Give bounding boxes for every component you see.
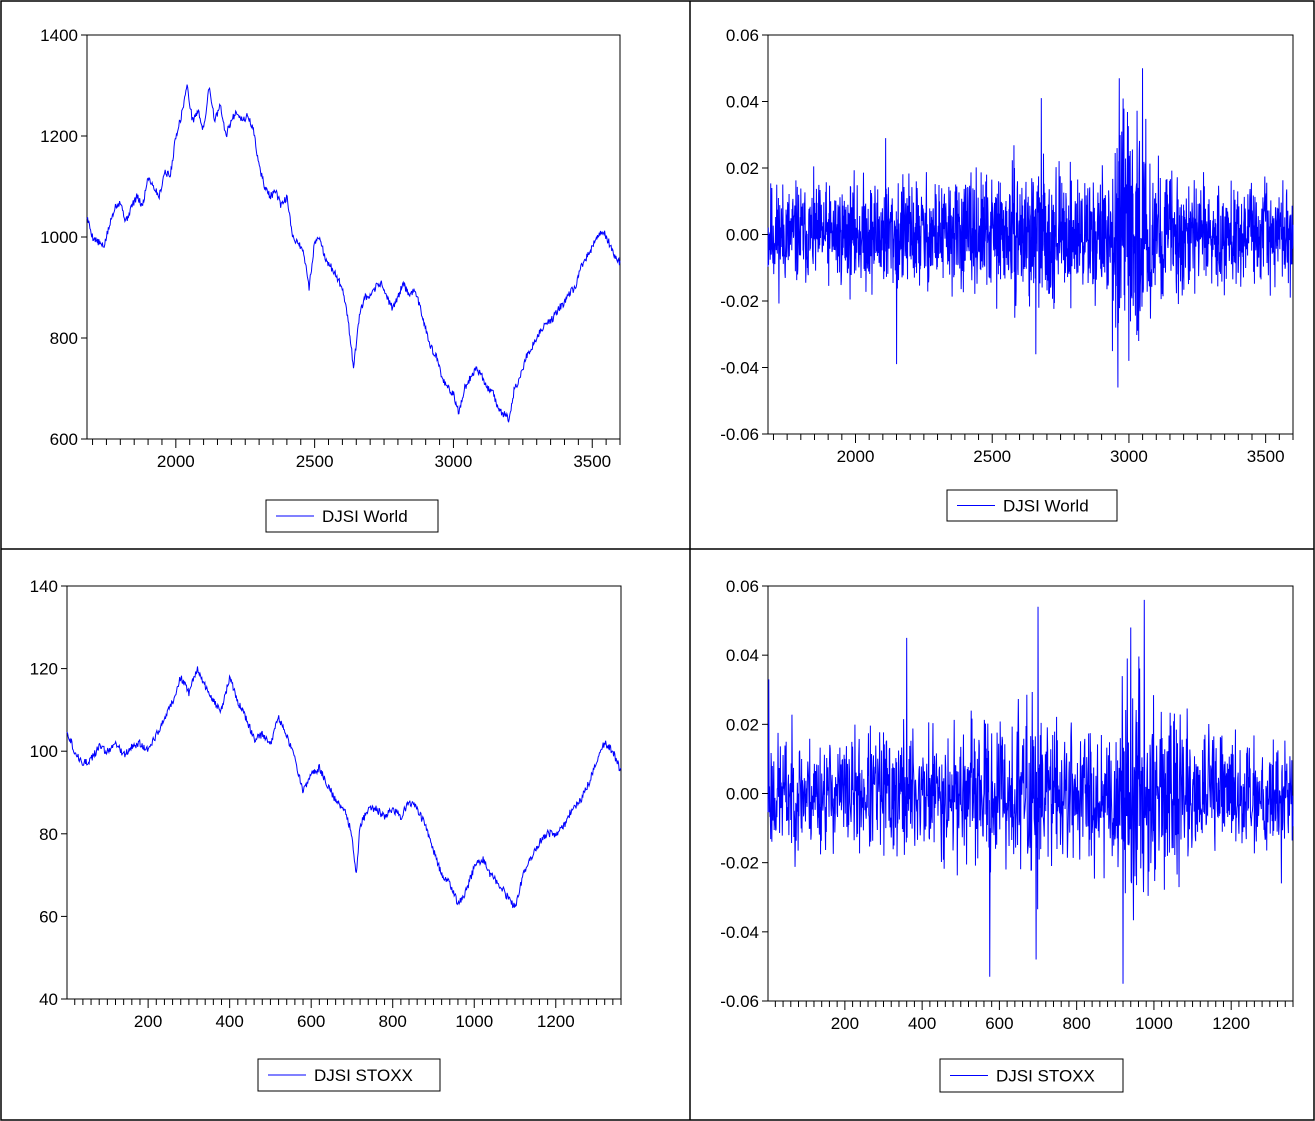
- x-tick-label: 400: [908, 1014, 936, 1033]
- y-tick-label: 1400: [40, 26, 78, 45]
- x-tick-label: 3000: [1110, 447, 1148, 466]
- chart-panel-djsi-world-returns: -0.06 -0.04 -0.02 0.00 0.02 0.04 0.06 2000 2500 3…: [690, 0, 1315, 549]
- x-tick-label: 600: [985, 1014, 1013, 1033]
- x-tick-label: 800: [379, 1012, 407, 1031]
- y-tick-label: 1200: [40, 127, 78, 146]
- y-tick-label: 0.02: [726, 715, 759, 734]
- legend: DJSI STOXX: [940, 1059, 1123, 1092]
- y-tick-label: 0.04: [726, 93, 759, 112]
- x-tick-label: 600: [297, 1012, 325, 1031]
- y-tick-label: -0.06: [720, 425, 759, 444]
- series-line-djsi-stoxx: [67, 666, 621, 907]
- chart-djsi-world-price: 600 800 1000 1200 1400 2000 2500 3000 3500 DJSI W…: [0, 0, 690, 549]
- y-tick-label: 40: [39, 990, 58, 1009]
- y-tick-label: 1000: [40, 228, 78, 247]
- x-tick-label: 2500: [973, 447, 1011, 466]
- legend-label: DJSI STOXX: [996, 1067, 1095, 1086]
- y-tick-label: 120: [30, 660, 58, 679]
- x-tick-label: 1200: [537, 1012, 575, 1031]
- plot-frame: [67, 586, 621, 999]
- y-tick-label: 0.06: [726, 577, 759, 596]
- y-tick-label: 60: [39, 907, 58, 926]
- chart-panel-djsi-world-price: 600 800 1000 1200 1400 2000 2500 3000 3500 DJSI W…: [0, 0, 690, 549]
- y-tick-label: 0.00: [726, 785, 759, 804]
- chart-panel-djsi-stoxx-returns: -0.06 -0.04 -0.02 0.00 0.02 0.04 0.06 200 400 600…: [690, 549, 1315, 1121]
- legend-label: DJSI World: [322, 507, 408, 526]
- legend-label: DJSI World: [1003, 497, 1089, 516]
- chart-djsi-stoxx-price: 40 60 80 100 120 140 200 400 600 800 1000 1200 DJSI …: [0, 549, 690, 1121]
- y-tick-label: -0.02: [720, 292, 759, 311]
- x-tick-label: 3500: [1247, 447, 1285, 466]
- series-line-djsi-stoxx: [768, 600, 1293, 984]
- legend: DJSI World: [266, 500, 438, 532]
- y-tick-label: 0.06: [726, 26, 759, 45]
- series-line-djsi-world: [87, 85, 620, 422]
- legend-label: DJSI STOXX: [314, 1066, 413, 1085]
- y-tick-label: 80: [39, 825, 58, 844]
- chart-djsi-world-returns: -0.06 -0.04 -0.02 0.00 0.02 0.04 0.06 2000 2500 3…: [690, 0, 1315, 549]
- y-tick-label: 0.04: [726, 646, 759, 665]
- y-tick-label: 140: [30, 577, 58, 596]
- y-tick-label: -0.04: [720, 923, 759, 942]
- legend: DJSI STOXX: [258, 1059, 440, 1091]
- x-tick-label: 3500: [573, 452, 611, 471]
- y-tick-label: -0.06: [720, 992, 759, 1011]
- x-tick-label: 1000: [1135, 1014, 1173, 1033]
- x-tick-label: 2000: [837, 447, 875, 466]
- x-tick-label: 3000: [435, 452, 473, 471]
- y-tick-label: 0.00: [726, 226, 759, 245]
- y-tick-label: -0.02: [720, 854, 759, 873]
- chart-djsi-stoxx-returns: -0.06 -0.04 -0.02 0.00 0.02 0.04 0.06 200 400 600…: [690, 549, 1315, 1121]
- y-tick-label: 0.02: [726, 159, 759, 178]
- y-tick-label: 100: [30, 742, 58, 761]
- series-line-djsi-world: [768, 68, 1293, 387]
- y-tick-label: 800: [50, 329, 78, 348]
- y-tick-label: 600: [50, 430, 78, 449]
- plot-frame: [87, 35, 620, 439]
- x-tick-label: 200: [831, 1014, 859, 1033]
- x-tick-label: 1000: [455, 1012, 493, 1031]
- x-tick-label: 2000: [157, 452, 195, 471]
- x-tick-label: 800: [1062, 1014, 1090, 1033]
- x-tick-label: 1200: [1212, 1014, 1250, 1033]
- x-tick-label: 200: [134, 1012, 162, 1031]
- chart-panel-djsi-stoxx-price: 40 60 80 100 120 140 200 400 600 800 1000 1200 DJSI …: [0, 549, 690, 1121]
- x-tick-label: 400: [215, 1012, 243, 1031]
- x-tick-label: 2500: [296, 452, 334, 471]
- legend: DJSI World: [947, 490, 1117, 521]
- y-tick-label: -0.04: [720, 359, 759, 378]
